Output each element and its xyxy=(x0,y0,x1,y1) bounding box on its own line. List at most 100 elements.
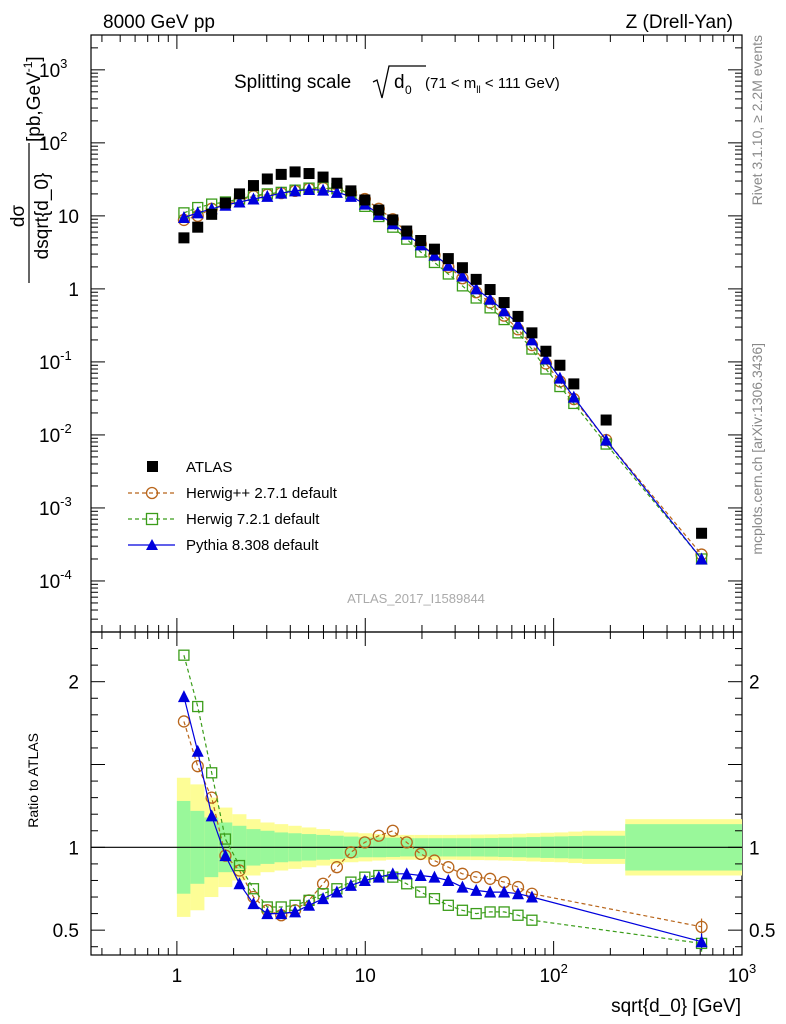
plot-title-range: (71 < mll < 111 GeV) xyxy=(425,75,560,96)
ratio-data-point xyxy=(233,877,246,890)
ratio-data-point xyxy=(484,885,497,898)
legend-label-atlas: ATLAS xyxy=(186,459,232,476)
ratio-data-point xyxy=(442,899,454,911)
header-process: Z (Drell-Yan) xyxy=(626,12,733,33)
main-data-point xyxy=(373,204,385,216)
main-data-point xyxy=(470,282,483,295)
main-data-point xyxy=(247,180,259,192)
main-data-point xyxy=(330,185,343,198)
legend-label-pythia: Pythia 8.308 default xyxy=(186,537,319,554)
x-axis-label: sqrt{d_0} [GeV] xyxy=(611,996,741,1017)
ratio-data-point xyxy=(233,859,246,872)
ratio-data-point xyxy=(526,914,538,926)
main-data-point xyxy=(303,182,316,195)
main-data-point xyxy=(695,552,708,565)
main-data-point xyxy=(331,177,343,189)
main-data-point xyxy=(553,371,566,384)
ratio-y-tick-label-left: 2 xyxy=(68,673,79,694)
ratio-y-tick-label-right: 1 xyxy=(749,838,760,859)
plot-title-range-post: < 111 GeV) xyxy=(481,75,560,92)
ratio-data-point xyxy=(428,893,441,905)
y-label-units: [pb,GeV-1] xyxy=(21,56,45,142)
ratio-data-point xyxy=(442,873,455,886)
ratio-data-point xyxy=(372,870,385,883)
ratio-y-tick-label-left: 0.5 xyxy=(53,921,79,942)
main-data-point xyxy=(317,183,330,196)
y-label-units-exp: -1 xyxy=(21,61,35,72)
main-data-point xyxy=(247,192,260,205)
ratio-data-point xyxy=(456,880,469,893)
ratio-filled-triangle-series xyxy=(177,690,708,948)
ratio-data-point xyxy=(289,905,302,918)
main-data-point xyxy=(470,273,482,285)
main-open-square-series xyxy=(178,181,708,565)
main-data-point xyxy=(484,284,496,296)
y-label-denominator: dsqrt{d_0} xyxy=(32,173,53,260)
main-data-point xyxy=(539,352,552,365)
main-data-point xyxy=(456,269,469,282)
ratio-data-point xyxy=(192,700,204,713)
main-data-point xyxy=(442,258,455,271)
legend-label-herwig7: Herwig 7.2.1 default xyxy=(186,511,320,528)
ratio-data-point xyxy=(178,649,190,661)
main-y-tick-label: 103 xyxy=(39,56,67,82)
ratio-data-point xyxy=(470,870,483,884)
ratio-data-point xyxy=(512,887,525,900)
x-tick-label: 10 xyxy=(355,966,376,987)
x-tick-label: 102 xyxy=(539,961,567,987)
main-open-circle-series xyxy=(177,181,708,561)
plot-title-symbol-sub: 0 xyxy=(405,83,412,97)
ratio-data-point xyxy=(512,909,524,921)
main-data-point xyxy=(456,262,468,274)
ratio-data-point xyxy=(456,904,469,916)
ratio-data-point xyxy=(470,907,482,920)
mcplots-label: mcplots.cern.ch [arXiv:1306.3436] xyxy=(749,343,765,555)
ratio-data-point xyxy=(219,849,232,862)
ratio-data-point xyxy=(386,867,399,880)
ratio-data-point xyxy=(456,867,469,880)
plot-title-range-sub: ll xyxy=(476,85,480,96)
main-data-point xyxy=(484,292,497,305)
ratio-data-point xyxy=(400,836,413,849)
axis-ticks xyxy=(91,34,743,955)
main-y-tick-label: 10-4 xyxy=(39,567,72,593)
legend-marker-pythia xyxy=(146,539,158,550)
ratio-data-point xyxy=(344,878,357,891)
ratio-data-point xyxy=(695,935,708,948)
ratio-data-point xyxy=(261,907,274,920)
main-y-tick-label: 10-1 xyxy=(39,348,72,374)
ratio-data-point xyxy=(470,883,483,896)
main-data-point xyxy=(359,194,371,206)
ratio-data-point xyxy=(303,898,316,911)
y-label-numerator: dσ xyxy=(8,205,29,228)
legend: ATLAS Herwig++ 2.7.1 default Herwig 7.2.… xyxy=(128,459,338,554)
main-data-point xyxy=(526,327,538,339)
ratio-data-point xyxy=(415,886,427,898)
ratio-data-point xyxy=(219,833,232,845)
main-data-point xyxy=(600,433,613,446)
main-data-point xyxy=(261,173,273,185)
header-collision: 8000 GeV pp xyxy=(103,12,215,33)
main-data-point xyxy=(192,221,204,233)
main-data-point xyxy=(191,206,204,219)
main-y-tick-label: 102 xyxy=(39,129,67,155)
main-data-point xyxy=(275,186,288,199)
main-data-point xyxy=(261,189,274,202)
main-data-point xyxy=(387,214,399,226)
main-series-layer xyxy=(177,166,708,565)
ratio-data-point xyxy=(344,846,358,859)
main-series-line xyxy=(183,186,703,560)
main-data-point xyxy=(233,195,246,208)
ratio-data-point xyxy=(317,892,330,905)
ratio-data-point xyxy=(247,897,260,910)
ratio-y-axis-label: Ratio to ATLAS xyxy=(25,733,41,828)
ratio-y-tick-label-right: 0.5 xyxy=(749,921,775,942)
main-data-point xyxy=(303,168,315,180)
main-y-tick-label: 10-3 xyxy=(39,494,72,520)
ratio-data-point xyxy=(483,872,497,885)
ratio-y-tick-label-right: 2 xyxy=(749,673,760,694)
ratio-data-point xyxy=(695,920,708,933)
plot-title-prefix: Splitting scale xyxy=(234,72,351,93)
main-y-tick-label: 10 xyxy=(58,207,79,228)
ratio-data-point xyxy=(498,885,511,898)
